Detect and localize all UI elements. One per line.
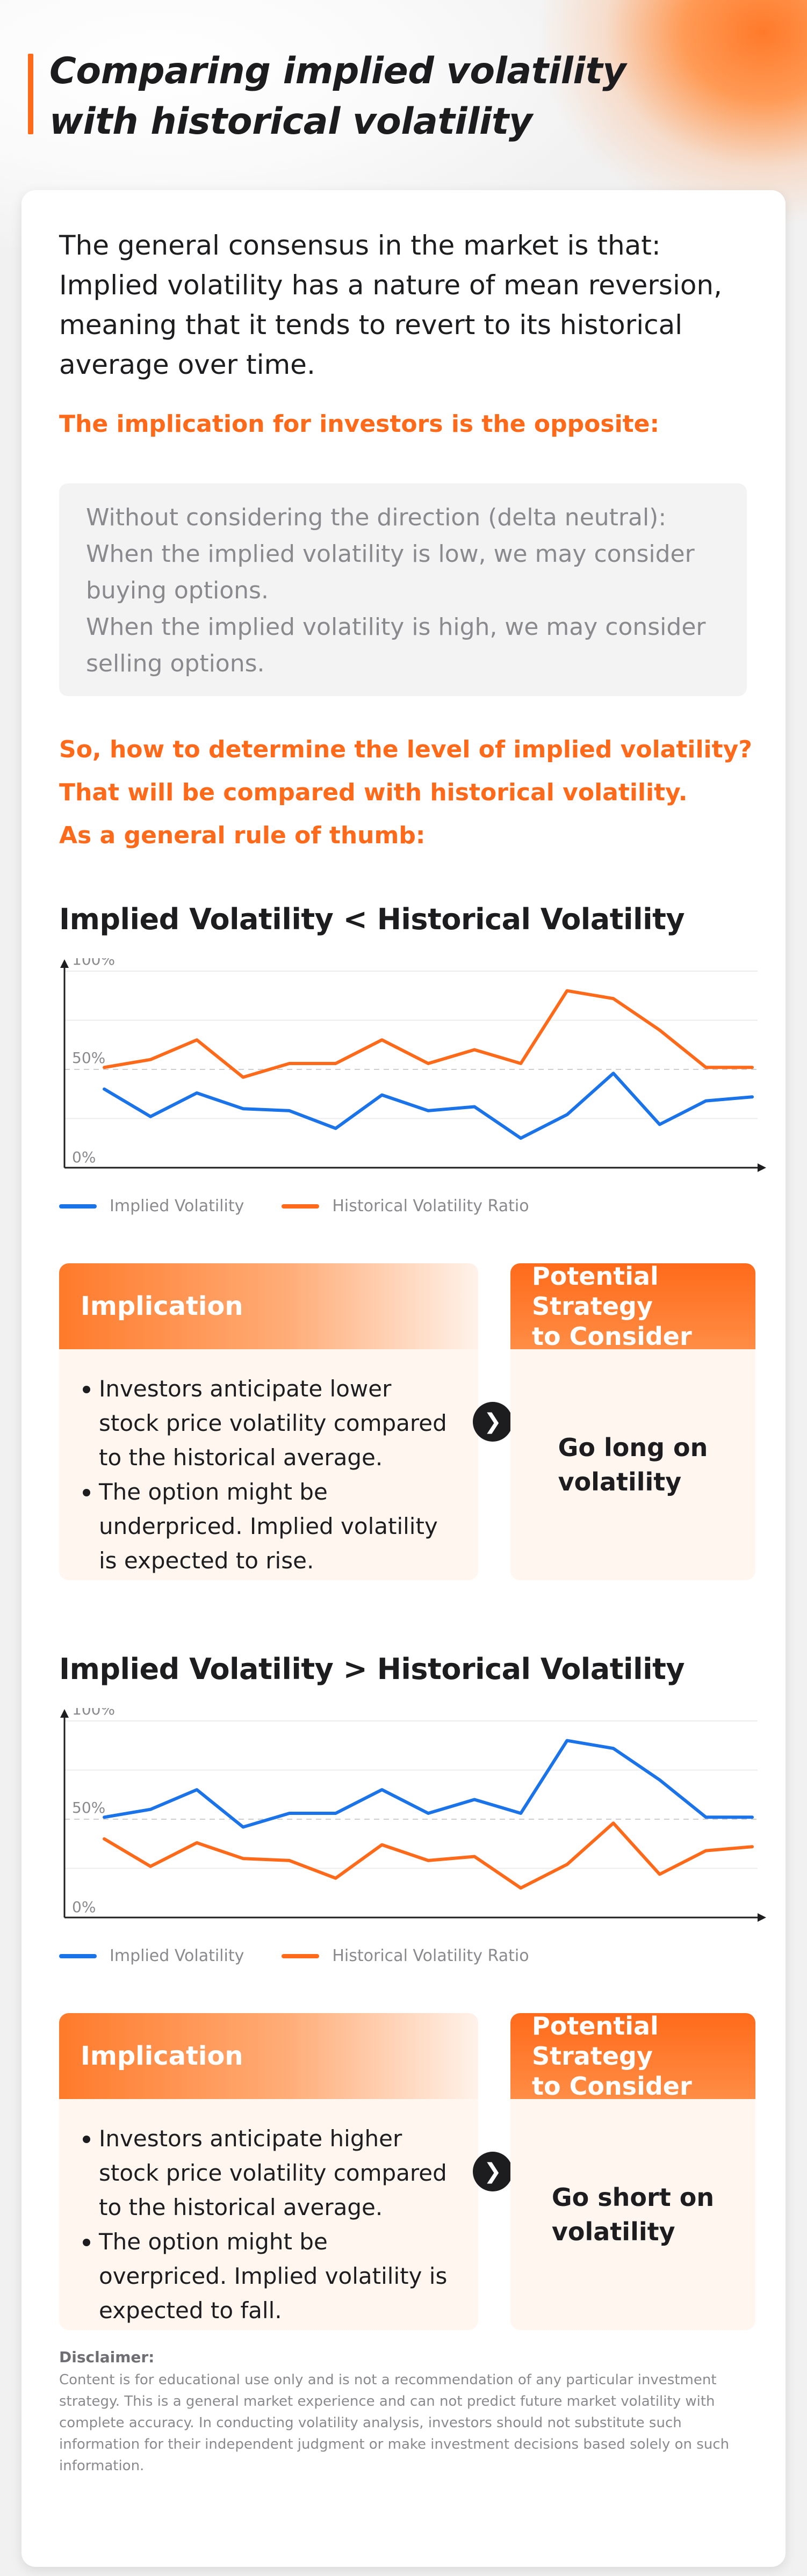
- content-card: The general consensus in the market is t…: [21, 190, 786, 2567]
- strategy-box: Potential Strategy to Consider Go long o…: [510, 1263, 755, 1580]
- legend-item-implied: Implied Volatility: [59, 1197, 244, 1215]
- implication-list: Investors anticipate lower stock price v…: [59, 1349, 478, 1578]
- page-title: Comparing implied volatility with histor…: [49, 50, 626, 143]
- implication-list: Investors anticipate higher stock price …: [59, 2099, 478, 2328]
- legend-label-historical: Historical Volatility Ratio: [332, 1197, 529, 1215]
- strategy-header: Potential Strategy to Consider: [510, 1263, 755, 1351]
- section-title: Implied Volatility > Historical Volatili…: [59, 1652, 685, 1686]
- legend-item-historical: Historical Volatility Ratio: [282, 1947, 529, 1965]
- legend-label-implied: Implied Volatility: [110, 1197, 244, 1215]
- y-axis-arrow: [60, 1709, 69, 1718]
- disclaimer-text: Content is for educational use only and …: [59, 2372, 730, 2474]
- y-tick-label: 50%: [72, 1049, 105, 1067]
- volatility-line-chart: 0% 50% 100%: [60, 958, 766, 1172]
- legend-swatch-implied: [59, 1204, 97, 1209]
- legend-swatch-implied: [59, 1953, 97, 1958]
- section-iv-lower: Implied Volatility < Historical Volatili…: [59, 902, 768, 1580]
- legend-label-implied: Implied Volatility: [110, 1947, 244, 1965]
- series-line: [103, 989, 754, 1079]
- page-header: Comparing implied volatility with histor…: [28, 46, 726, 147]
- y-tick-label: 100%: [72, 958, 115, 968]
- volatility-line-chart: 0% 50% 100%: [60, 1708, 766, 1922]
- implication-box: Implication Investors anticipate lower s…: [59, 1263, 478, 1580]
- strategy-box: Potential Strategy to Consider Go short …: [510, 2013, 755, 2330]
- section-iv-higher: Implied Volatility > Historical Volatili…: [59, 1652, 768, 2330]
- x-axis-arrow: [758, 1163, 766, 1172]
- series-line: [103, 1821, 754, 1890]
- y-tick-label: 0%: [72, 1898, 96, 1916]
- chart-legend: Implied Volatility Historical Volatility…: [59, 1197, 529, 1215]
- implication-header: Implication: [59, 1263, 478, 1349]
- chevron-right-icon: ❯: [473, 2152, 513, 2191]
- implication-item: Investors anticipate higher stock price …: [81, 2122, 457, 2225]
- legend-label-historical: Historical Volatility Ratio: [332, 1947, 529, 1965]
- implication-line: The implication for investors is the opp…: [59, 410, 660, 438]
- implication-box: Implication Investors anticipate higher …: [59, 2013, 478, 2330]
- legend-item-implied: Implied Volatility: [59, 1947, 244, 1965]
- legend-item-historical: Historical Volatility Ratio: [282, 1197, 529, 1215]
- implication-item: The option might be overpriced. Implied …: [81, 2225, 457, 2328]
- chart-legend: Implied Volatility Historical Volatility…: [59, 1947, 529, 1965]
- rule-of-thumb-text: So, how to determine the level of implie…: [59, 736, 752, 849]
- y-tick-label: 100%: [72, 1708, 115, 1718]
- legend-swatch-historical: [282, 1204, 320, 1209]
- implication-item: The option might be underpriced. Implied…: [81, 1475, 457, 1578]
- strategy-header: Potential Strategy to Consider: [510, 2013, 755, 2101]
- delta-neutral-note: Without considering the direction (delta…: [59, 483, 747, 696]
- section-title: Implied Volatility < Historical Volatili…: [59, 902, 685, 936]
- disclaimer-title: Disclaimer:: [59, 2348, 155, 2366]
- series-line: [103, 1072, 754, 1140]
- intro-text: The general consensus in the market is t…: [59, 230, 723, 380]
- y-tick-label: 50%: [72, 1799, 105, 1817]
- legend-swatch-historical: [282, 1953, 320, 1958]
- strategy-text: Go long on volatility: [558, 1433, 708, 1496]
- strategy-text: Go short on volatility: [551, 2183, 715, 2246]
- implication-item: Investors anticipate lower stock price v…: [81, 1372, 457, 1475]
- chevron-right-icon: ❯: [473, 1402, 513, 1442]
- x-axis-arrow: [758, 1913, 766, 1922]
- y-axis-arrow: [60, 959, 69, 968]
- title-accent-bar: [28, 54, 33, 134]
- implication-header: Implication: [59, 2013, 478, 2099]
- disclaimer: Disclaimer: Content is for educational u…: [59, 2348, 752, 2477]
- y-tick-label: 0%: [72, 1148, 96, 1166]
- series-line: [103, 1739, 754, 1829]
